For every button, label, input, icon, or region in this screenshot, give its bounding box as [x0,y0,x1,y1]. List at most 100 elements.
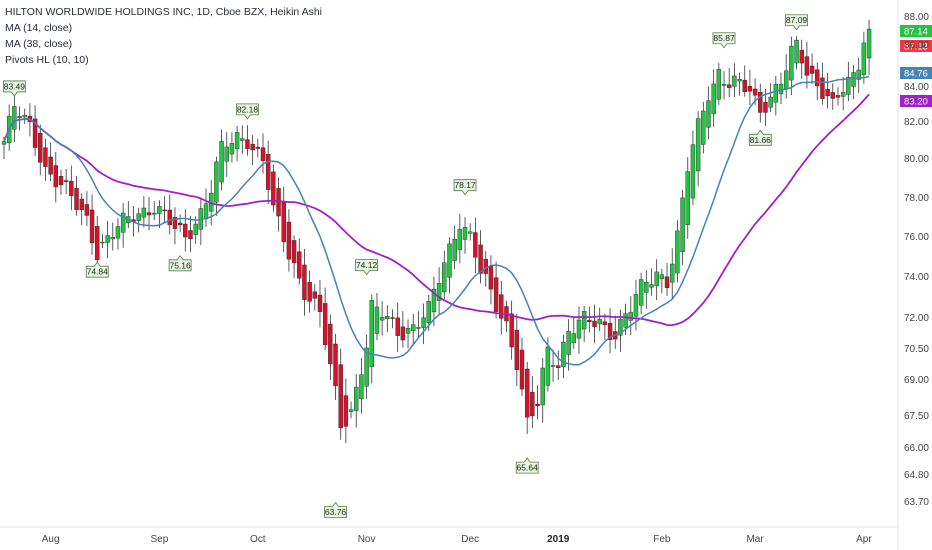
candle-body[interactable] [452,239,457,261]
candle-body[interactable] [255,146,261,149]
candle-body[interactable] [633,294,639,317]
candle-body[interactable] [297,251,302,279]
candle-body[interactable] [488,266,494,290]
candle-body[interactable] [711,83,716,115]
candle-body[interactable] [421,317,426,328]
candle-body[interactable] [851,72,856,87]
candle-body[interactable] [203,203,209,220]
candle-body[interactable] [623,313,628,328]
candle-body[interactable] [799,49,804,64]
candle-body[interactable] [89,209,95,244]
candle-body[interactable] [214,161,219,203]
candle-body[interactable] [701,110,706,145]
candle-body[interactable] [556,365,561,368]
candle-body[interactable] [43,147,48,167]
candle-body[interactable] [654,271,659,287]
legend-ma-14[interactable]: MA (14, close) [5,22,73,34]
candle-body[interactable] [524,368,530,418]
candle-body[interactable] [478,244,483,274]
candle-body[interactable] [809,65,815,74]
candle-body[interactable] [48,156,53,175]
candle-body[interactable] [436,283,442,301]
candle-body[interactable] [866,28,872,59]
candle-body[interactable] [519,349,525,390]
candle-body[interactable] [152,212,157,215]
candle-body[interactable] [571,333,576,344]
candle-body[interactable] [535,403,540,407]
candle-body[interactable] [348,409,354,412]
candle-body[interactable] [172,217,178,229]
candle-body[interactable] [395,317,400,336]
candle-body[interactable] [576,319,582,339]
candle-body[interactable] [752,88,758,96]
candle-body[interactable] [32,118,38,148]
candle-body[interactable] [38,132,43,163]
candle-body[interactable] [307,281,312,302]
candle-body[interactable] [628,311,633,321]
candle-body[interactable] [385,316,390,319]
legend-pivots[interactable]: Pivots HL (10, 10) [5,54,89,66]
candle-body[interactable] [716,69,722,100]
candle-body[interactable] [224,146,229,162]
candle-body[interactable] [561,342,566,367]
candle-body[interactable] [286,221,292,260]
candle-body[interactable] [100,241,105,244]
candle-body[interactable] [53,165,58,188]
candle-body[interactable] [271,171,276,206]
candle-body[interactable] [245,139,250,149]
candle-body[interactable] [566,330,571,355]
candle-body[interactable] [183,223,188,238]
candle-body[interactable] [312,291,317,299]
candle-body[interactable] [830,92,835,99]
candle-body[interactable] [675,230,680,274]
candle-body[interactable] [587,319,592,323]
candle-body[interactable] [545,346,551,386]
candle-body[interactable] [110,237,115,240]
candle-body[interactable] [659,274,665,280]
candle-body[interactable] [120,212,126,233]
candle-body[interactable] [861,42,867,75]
candle-body[interactable] [95,226,100,261]
candle-body[interactable] [732,75,737,87]
candle-body[interactable] [747,86,753,92]
candle-body[interactable] [509,313,514,348]
candle-body[interactable] [338,364,343,429]
candle-body[interactable] [602,321,608,326]
candle-body[interactable] [157,206,162,214]
candle-body[interactable] [825,88,830,96]
candle-body[interactable] [638,279,644,306]
candle-body[interactable] [364,347,369,387]
candle-body[interactable] [695,118,701,172]
candle-body[interactable] [721,83,727,86]
candle-body[interactable] [840,92,846,97]
candle-body[interactable] [820,77,825,99]
candle-body[interactable] [778,83,784,94]
candle-body[interactable] [493,277,499,312]
candle-body[interactable] [281,202,286,243]
candle-body[interactable] [530,391,535,417]
candle-body[interactable] [234,132,240,149]
candle-body[interactable] [167,209,172,226]
candle-body[interactable] [462,227,468,240]
candle-body[interactable] [644,282,649,293]
candle-body[interactable] [317,294,323,312]
candle-body[interactable] [240,138,245,141]
candle-body[interactable] [789,45,794,81]
candle-body[interactable] [426,300,431,323]
candle-body[interactable] [468,231,473,234]
candle-body[interactable] [550,365,556,367]
candle-body[interactable] [540,367,545,406]
candle-body[interactable] [74,188,79,210]
candle-body[interactable] [229,143,235,155]
candle-body[interactable] [374,306,380,334]
candle-body[interactable] [141,207,147,218]
candle-body[interactable] [447,243,452,278]
candle-body[interactable] [22,114,27,118]
candle-body[interactable] [742,79,747,92]
candle-body[interactable] [291,240,297,264]
candle-body[interactable] [670,263,675,283]
candle-body[interactable] [499,294,504,319]
candle-body[interactable] [400,326,406,341]
candle-body[interactable] [457,229,463,251]
